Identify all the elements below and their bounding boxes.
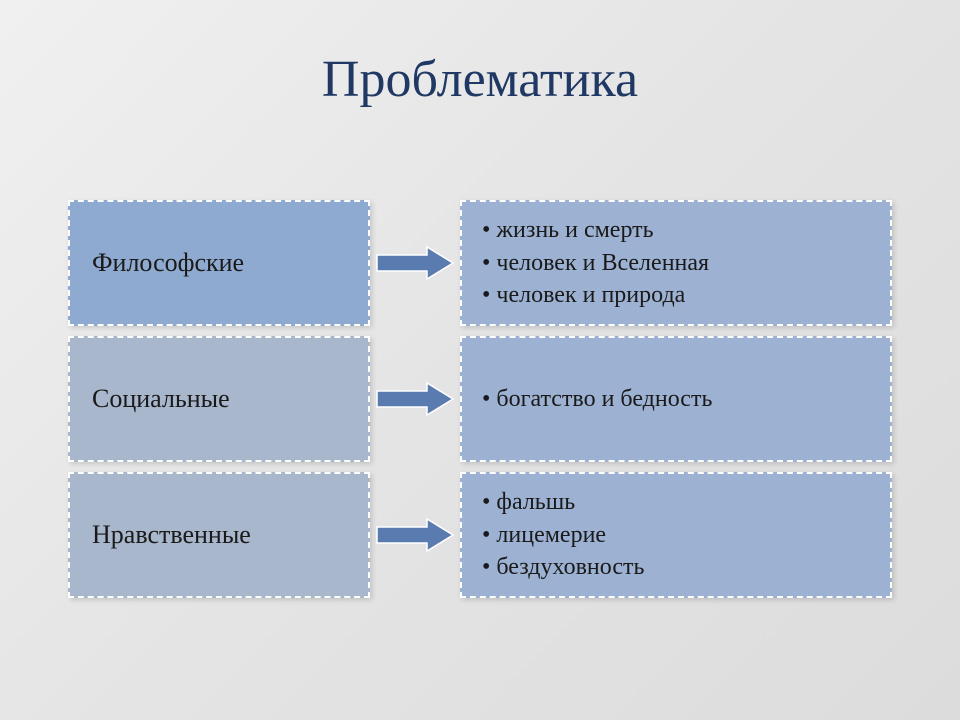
category-label: Социальные xyxy=(92,384,230,414)
detail-item: бездуховность xyxy=(482,551,890,583)
category-box-social: Социальные xyxy=(68,336,370,462)
diagram-grid: Философские жизнь и смерть человек и Все… xyxy=(68,200,892,598)
detail-item: жизнь и смерть xyxy=(482,214,890,246)
category-label: Философские xyxy=(92,248,244,278)
details-box: жизнь и смерть человек и Вселенная челов… xyxy=(460,200,892,326)
category-row: Философские жизнь и смерть человек и Все… xyxy=(68,200,892,326)
category-box-philosophical: Философские xyxy=(68,200,370,326)
category-row: Нравственные фальшь лицемерие бездуховно… xyxy=(68,472,892,598)
arrow-icon xyxy=(370,472,460,598)
detail-item: человек и природа xyxy=(482,279,890,311)
detail-item: человек и Вселенная xyxy=(482,247,890,279)
category-box-moral: Нравственные xyxy=(68,472,370,598)
category-row: Социальные богатство и бедность xyxy=(68,336,892,462)
detail-item: фальшь xyxy=(482,486,890,518)
category-label: Нравственные xyxy=(92,520,251,550)
detail-item: богатство и бедность xyxy=(482,383,890,415)
arrow-icon xyxy=(370,336,460,462)
details-box: фальшь лицемерие бездуховность xyxy=(460,472,892,598)
detail-item: лицемерие xyxy=(482,519,890,551)
details-box: богатство и бедность xyxy=(460,336,892,462)
page-title: Проблематика xyxy=(0,0,960,109)
arrow-icon xyxy=(370,200,460,326)
